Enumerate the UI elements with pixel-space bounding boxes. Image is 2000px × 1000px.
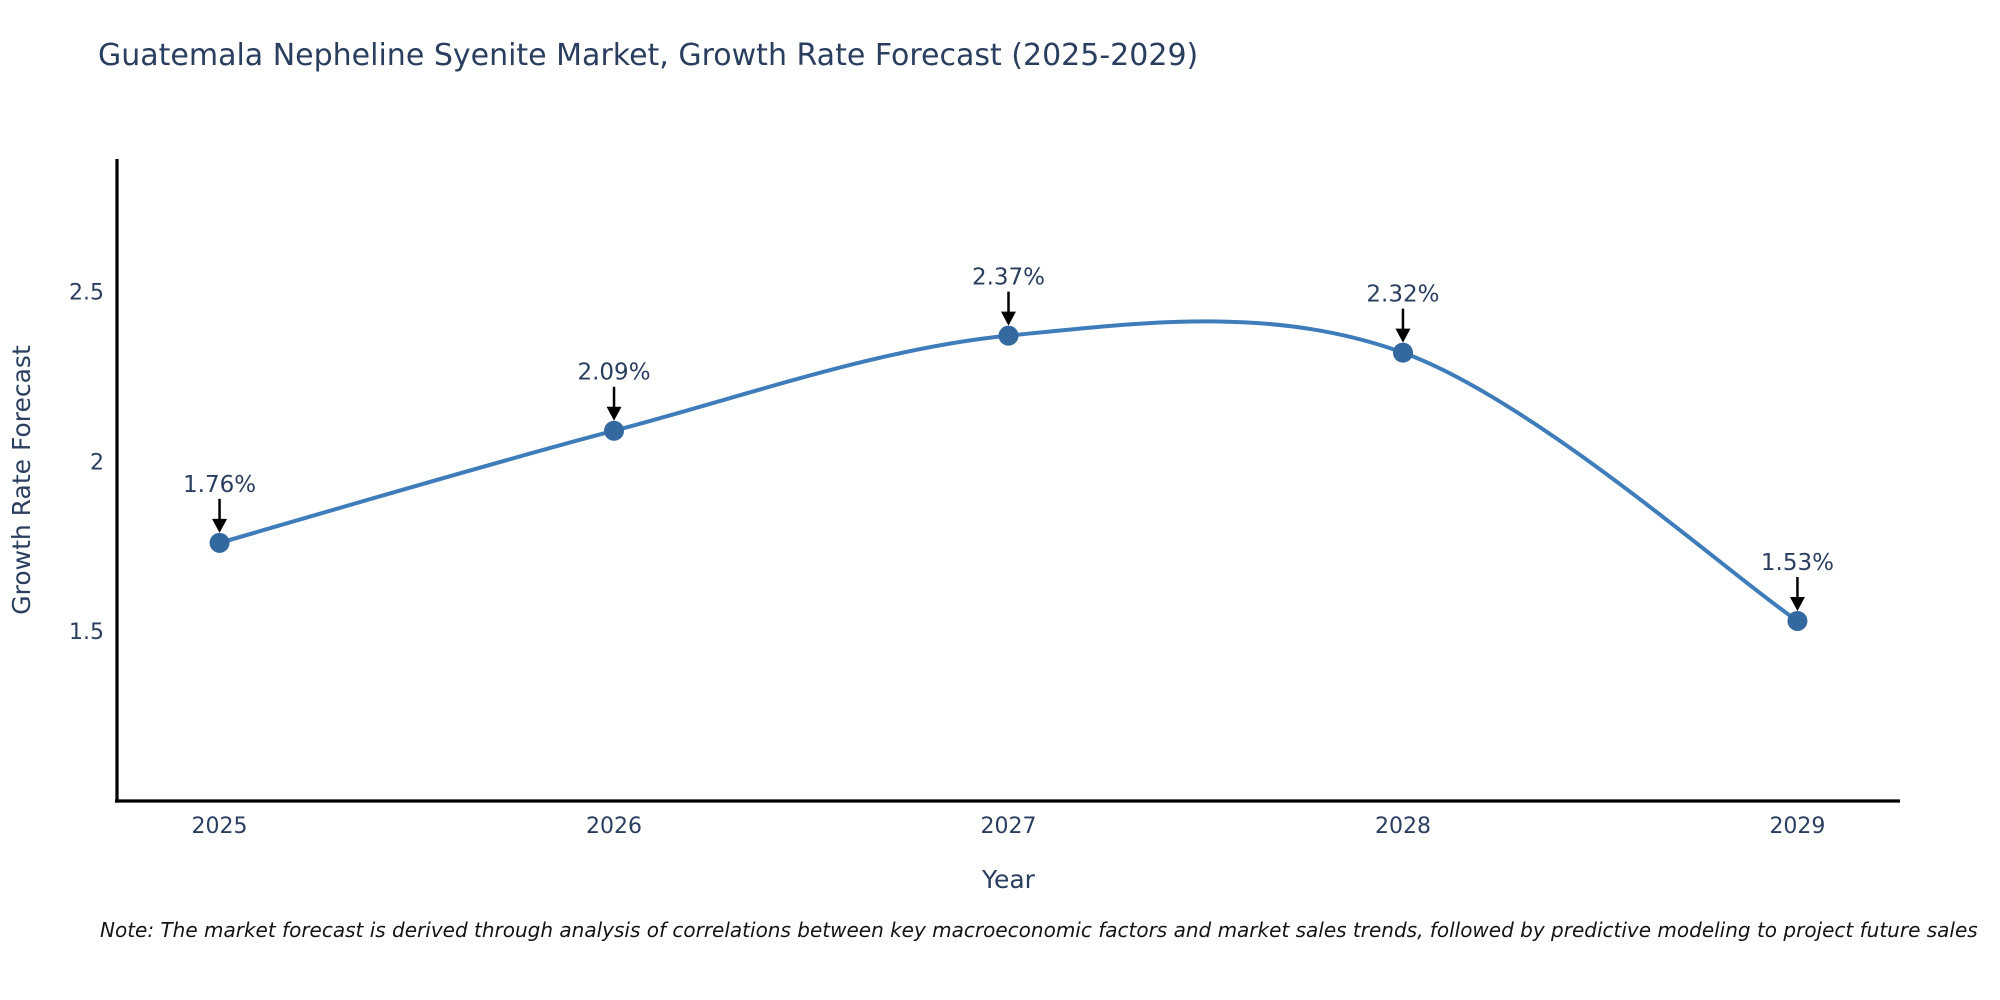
- x-axis-title: Year: [981, 865, 1036, 894]
- annotation-arrowhead: [606, 406, 622, 421]
- data-point-2026: [604, 420, 625, 441]
- data-point-2027: [998, 325, 1019, 346]
- annotation-arrowhead: [1395, 328, 1411, 343]
- data-point-2028: [1392, 342, 1413, 363]
- y-tick-label: 2.5: [69, 280, 104, 305]
- x-tick-label: 2028: [1375, 814, 1431, 839]
- x-tick-label: 2026: [586, 814, 642, 839]
- annotation-arrowhead: [1789, 596, 1805, 611]
- annotation-arrowhead: [1001, 311, 1016, 326]
- data-point-2029: [1787, 610, 1808, 631]
- point-value-label: 2.37%: [972, 265, 1045, 291]
- point-value-label: 2.09%: [577, 360, 650, 386]
- x-tick-label: 2025: [192, 814, 248, 839]
- data-point-2025: [209, 532, 230, 553]
- trend-line: [219, 319, 1799, 623]
- footnote: Note: The market forecast is derived thr…: [100, 918, 1978, 942]
- x-tick-label: 2029: [1769, 814, 1825, 839]
- point-value-label: 1.53%: [1761, 550, 1834, 576]
- chart-title: Guatemala Nepheline Syenite Market, Grow…: [98, 38, 1199, 73]
- annotation-arrowhead: [212, 518, 228, 533]
- y-tick-label: 1.5: [69, 620, 104, 645]
- x-tick-label: 2027: [981, 814, 1037, 839]
- point-value-label: 1.76%: [183, 472, 256, 498]
- y-tick-label: 2: [90, 450, 104, 475]
- point-value-label: 2.32%: [1366, 282, 1439, 308]
- y-axis-title: Growth Rate Forecast: [7, 345, 36, 615]
